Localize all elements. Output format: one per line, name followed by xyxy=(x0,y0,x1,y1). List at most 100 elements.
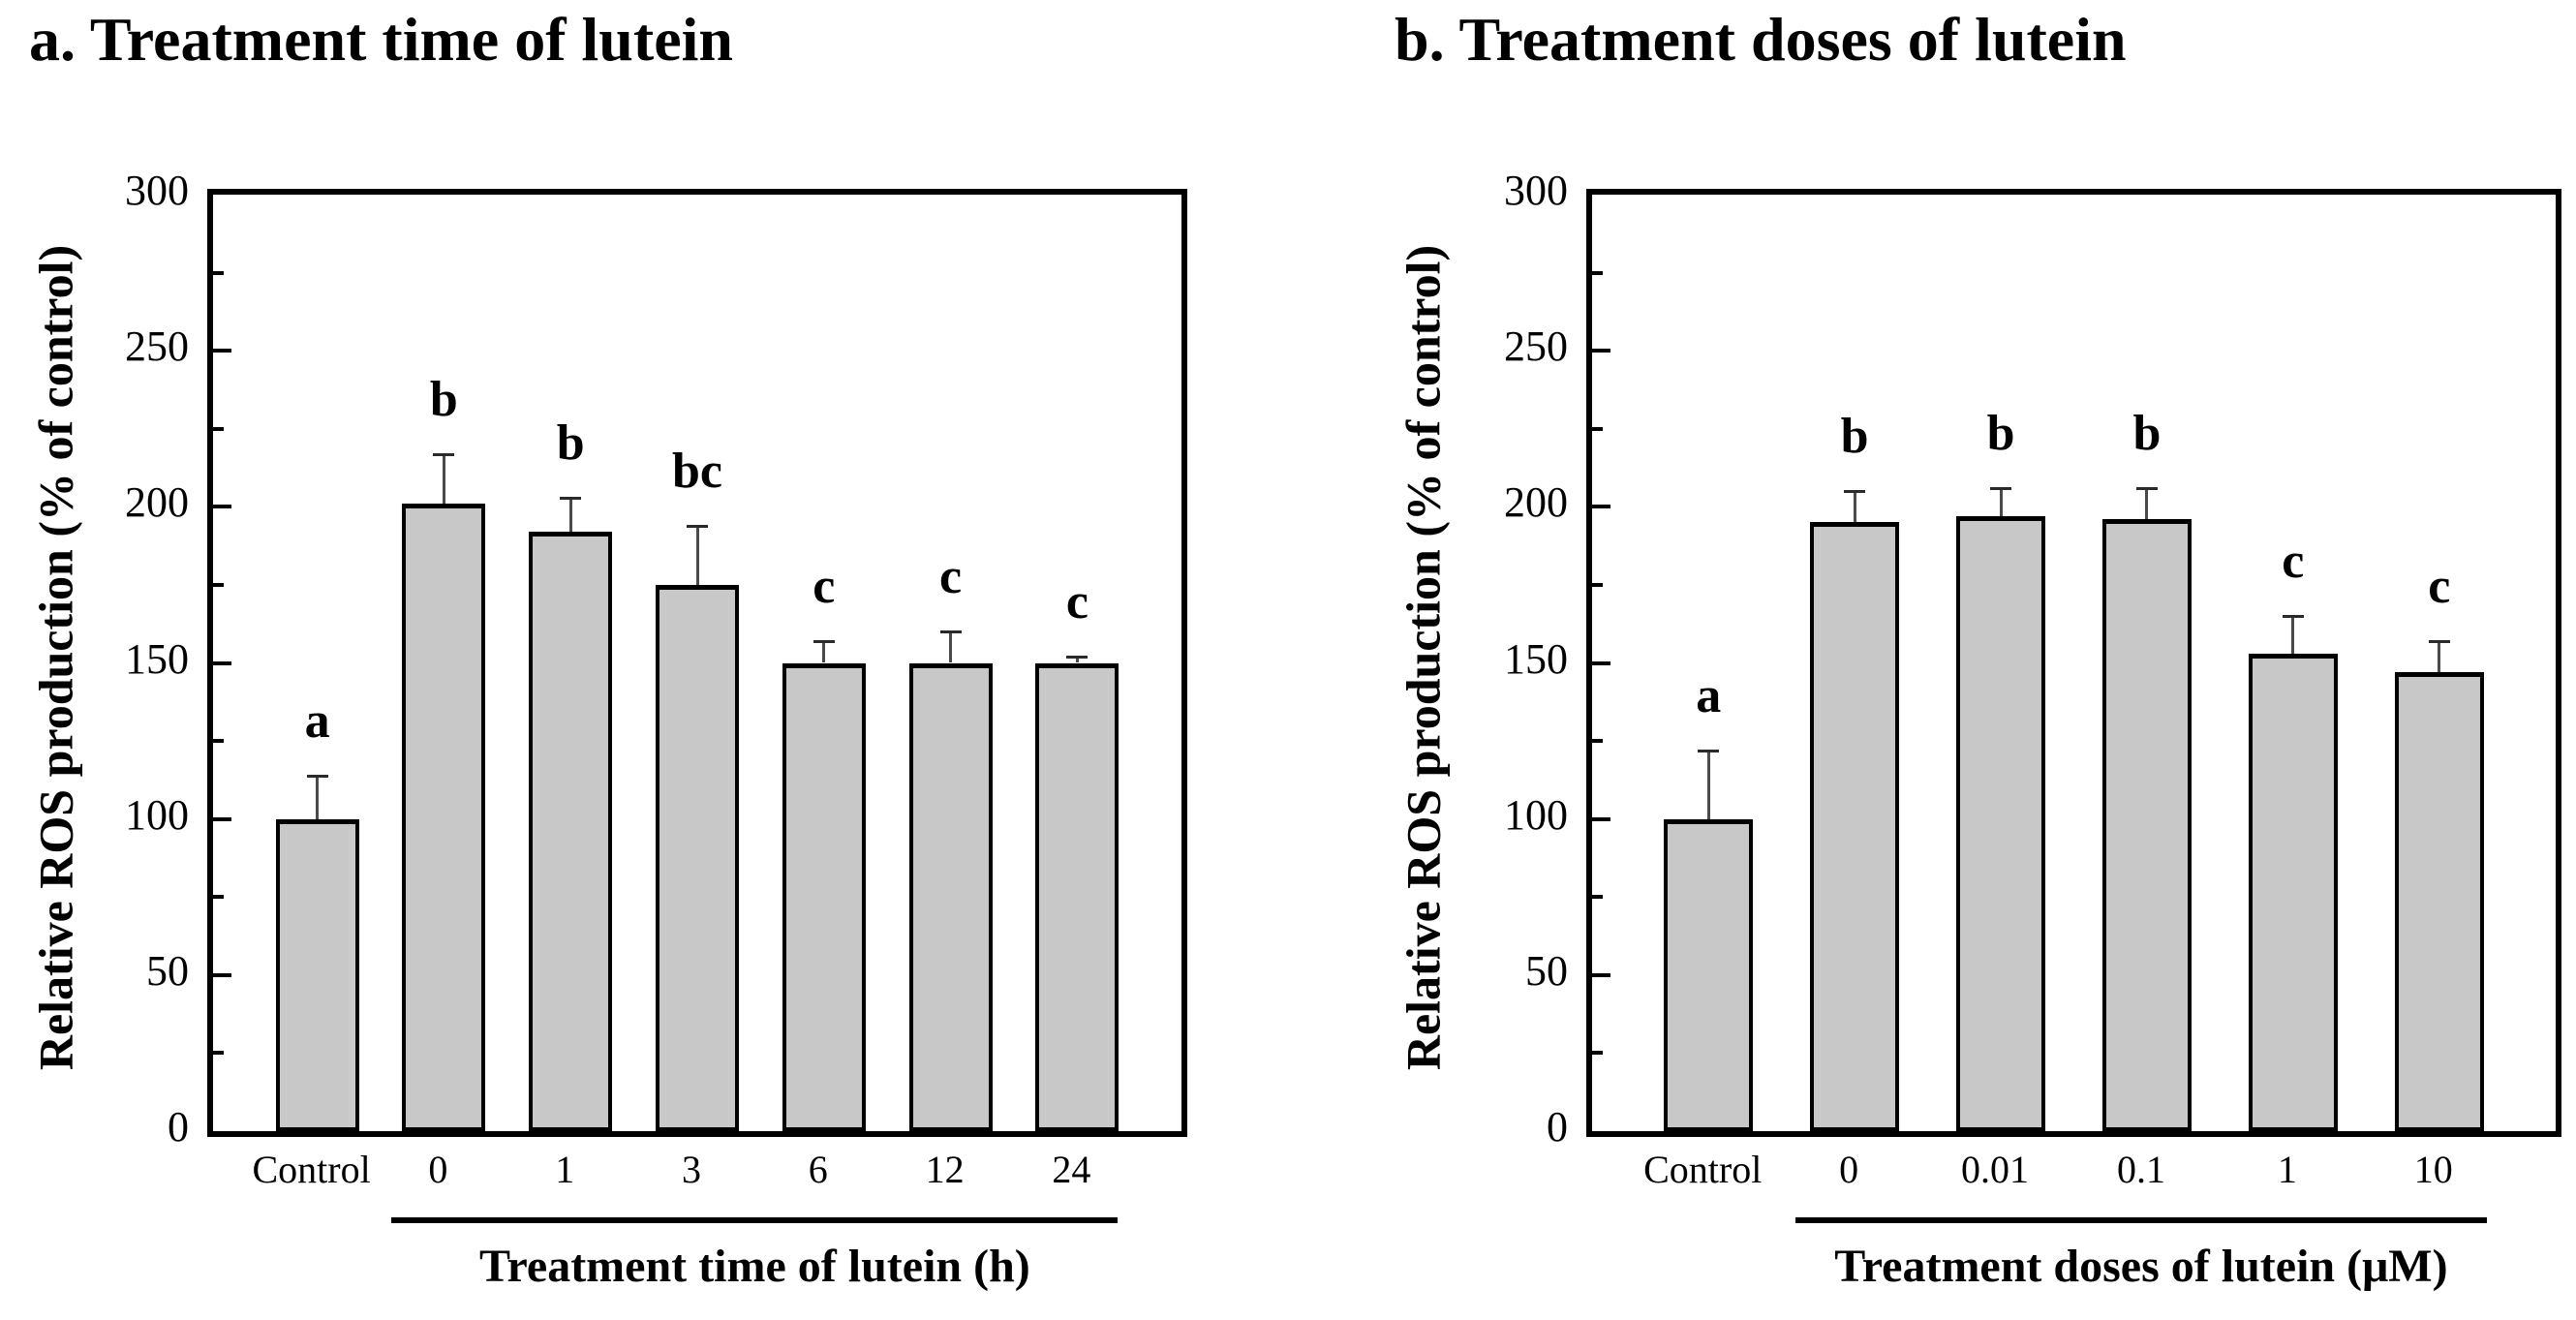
y-axis-tick-major xyxy=(1592,505,1610,509)
significance-letter: b xyxy=(429,371,458,427)
bar-a-3 xyxy=(656,584,739,1131)
significance-letter: c xyxy=(939,549,963,605)
significance-letter: b xyxy=(1840,409,1869,465)
y-axis-tick-major xyxy=(1592,816,1610,821)
x-tick-label: Control xyxy=(252,1148,371,1191)
error-bar-cap xyxy=(1844,490,1866,494)
bar-b-10 xyxy=(2394,672,2484,1131)
y-axis-tick-minor xyxy=(213,895,224,900)
error-bar xyxy=(1075,657,1079,663)
error-bar xyxy=(2438,640,2441,673)
bar-b-Control xyxy=(1664,818,1754,1131)
significance-letter: b xyxy=(556,414,585,471)
error-bar xyxy=(1853,491,1856,523)
error-bar-cap xyxy=(306,774,328,778)
bar-b-1 xyxy=(2248,653,2338,1131)
error-bar xyxy=(442,453,445,505)
error-bar xyxy=(568,497,572,533)
error-bar-cap xyxy=(1066,656,1089,660)
y-axis-tick-major xyxy=(213,816,231,821)
y-tick-label: 150 xyxy=(1504,634,1568,683)
y-axis-title-b: Relative ROS production (% of control) xyxy=(1395,244,1450,1070)
y-axis-tick-minor xyxy=(1592,270,1603,275)
significance-letter: a xyxy=(1696,667,1722,723)
bar-a-12 xyxy=(908,662,993,1131)
error-bar xyxy=(949,631,953,663)
y-axis-tick-minor xyxy=(1592,426,1603,431)
error-bar xyxy=(1706,750,1710,819)
bar-a-1 xyxy=(529,532,613,1131)
error-bar-cap xyxy=(560,496,582,500)
y-axis-tick-minor xyxy=(213,270,224,275)
significance-letter: c xyxy=(1065,574,1089,630)
error-bar xyxy=(822,640,826,663)
x-tick-label: 3 xyxy=(682,1148,701,1191)
y-tick-label: 0 xyxy=(168,1103,189,1151)
y-axis-tick-major xyxy=(1592,660,1610,665)
bar-a-Control xyxy=(275,818,359,1131)
panel-title-b: b. Treatment doses of lutein xyxy=(1395,5,2127,74)
y-axis-tick-minor xyxy=(1592,582,1603,587)
y-axis-tick-minor xyxy=(1592,1051,1603,1056)
error-bar-cap xyxy=(2135,486,2158,490)
y-tick-label: 300 xyxy=(125,167,189,214)
y-axis-tick-major xyxy=(1592,349,1610,353)
y-axis-tick-minor xyxy=(1592,895,1603,900)
bar-b-0.01 xyxy=(1956,516,2046,1131)
error-bar-cap xyxy=(939,630,962,634)
bar-b-0 xyxy=(1810,522,1900,1131)
x-tick-label: 24 xyxy=(1052,1148,1091,1191)
plot-area-b: a b b b c c xyxy=(1586,189,2561,1137)
x-tick-label: 0 xyxy=(1839,1148,1859,1191)
x-tick-label: 0.01 xyxy=(1961,1148,2030,1191)
y-axis-tick-minor xyxy=(213,739,224,744)
y-tick-label: 50 xyxy=(1525,946,1568,995)
y-tick-label: 200 xyxy=(1504,478,1568,527)
significance-letter: b xyxy=(2132,405,2162,461)
error-bar-cap xyxy=(687,524,708,528)
bar-a-0 xyxy=(402,504,486,1131)
bar-a-6 xyxy=(782,662,866,1131)
y-tick-label: 250 xyxy=(1504,322,1568,371)
y-tick-label: 50 xyxy=(146,946,189,995)
error-bar-cap xyxy=(1698,749,1720,752)
panel-title-a: a. Treatment time of lutein xyxy=(29,5,733,74)
x-tick-label: 0 xyxy=(428,1148,448,1191)
x-tick-label: 12 xyxy=(925,1148,965,1191)
error-bar-cap xyxy=(813,639,835,643)
y-axis-tick-major xyxy=(213,972,231,977)
y-axis-tick-major xyxy=(1592,972,1610,977)
y-tick-label: 0 xyxy=(1547,1103,1568,1151)
significance-letter: c xyxy=(2428,558,2451,614)
significance-letter: bc xyxy=(672,443,722,499)
y-axis-tick-minor xyxy=(213,582,224,587)
error-bar-cap xyxy=(2282,615,2304,619)
error-bar-cap xyxy=(433,452,455,456)
x-tick-label: 1 xyxy=(2277,1148,2297,1191)
x-tick-label: 10 xyxy=(2413,1148,2453,1191)
x-tick-label: 6 xyxy=(808,1148,828,1191)
error-bar xyxy=(2145,487,2149,520)
y-tick-label: 150 xyxy=(125,634,189,683)
y-tick-label: 200 xyxy=(125,478,189,527)
category-bracket-line xyxy=(391,1217,1119,1223)
y-tick-label: 300 xyxy=(1504,167,1568,214)
significance-letter: c xyxy=(813,558,836,614)
y-axis-tick-minor xyxy=(1592,739,1603,744)
y-axis-tick-major xyxy=(213,349,231,353)
x-axis-title-a: Treatment time of lutein (h) xyxy=(479,1241,1030,1292)
chart-panel-b: b. Treatment doses of lutein a b b b c c 0 50 100… xyxy=(1288,0,2576,1320)
error-bar xyxy=(316,775,320,819)
y-axis-tick-minor xyxy=(213,1051,224,1056)
x-tick-label: 0.1 xyxy=(2116,1148,2165,1191)
y-axis-title-a: Relative ROS production (% of control) xyxy=(28,244,82,1070)
x-tick-label: 1 xyxy=(555,1148,575,1191)
significance-letter: b xyxy=(1986,405,2015,461)
x-axis-title-b: Treatment doses of lutein (μM) xyxy=(1834,1241,2448,1292)
chart-panel-a: a. Treatment time of lutein a b b bc c c c 0 50 10… xyxy=(28,5,1187,1292)
y-tick-label: 250 xyxy=(125,322,189,371)
error-bar xyxy=(2291,616,2295,654)
y-tick-label: 100 xyxy=(125,790,189,839)
y-axis-tick-major xyxy=(213,505,231,509)
error-bar xyxy=(1999,487,2003,516)
